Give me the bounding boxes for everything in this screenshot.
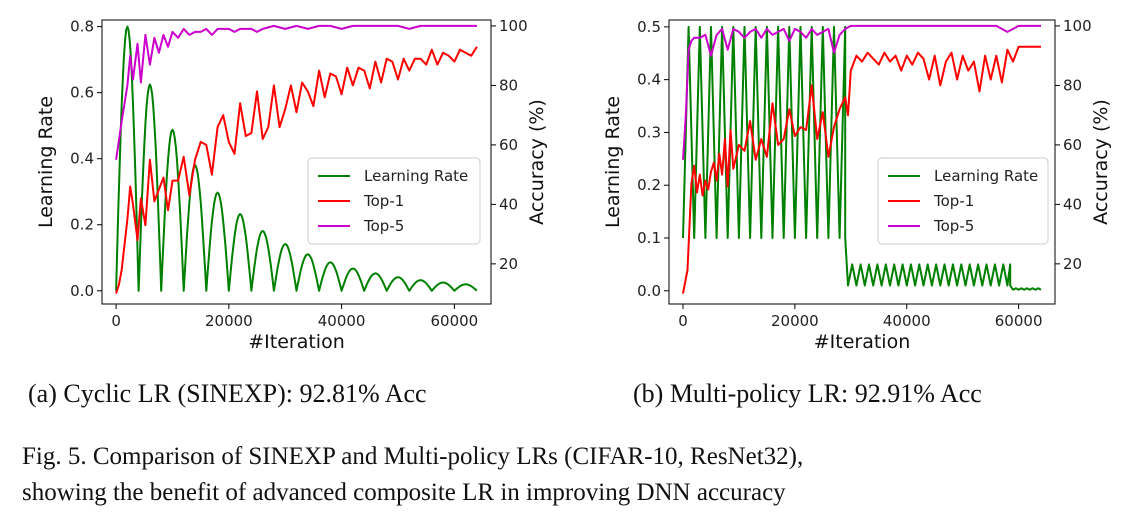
figure-caption-line-1: Fig. 5. Comparison of SINEXP and Multi-p… [22,443,804,470]
legend-label-top-5: Top-5 [363,217,404,235]
figure-canvas: 0 20000 40000 60000 0.0 0.2 0.4 0.6 0.8 20 40 60 80 1… [35,17,1112,353]
y-tick-label: 0.0 [70,282,94,300]
legend-label-top-1: Top-1 [363,192,404,210]
y2-tick-label: 20 [1063,255,1082,273]
legend-label-top-5: Top-5 [933,217,974,235]
series-line-learning-rate [115,25,478,292]
legend-label-learning-rate: Learning Rate [934,167,1038,185]
x-tick-label: 0 [678,312,688,330]
y-tick-label: 0.4 [70,150,94,168]
series-line-top-5 [682,24,1041,160]
x-tick-label: 60000 [995,312,1043,330]
chart-b: 0 20000 40000 60000 0.0 0.1 0.2 0.3 0.4 0.5 20 40 60… [602,17,1112,353]
y-tick-label: 0.5 [637,18,661,36]
y2-tick-label: 20 [499,255,518,273]
y-tick-label: 0.0 [637,282,661,300]
series-line-learning-rate [682,25,1042,291]
plot-frame [668,19,1056,305]
plot-area [115,24,478,294]
x-tick-label: 60000 [430,312,478,330]
y2-tick-label: 40 [1063,195,1082,213]
y-tick-label: 0.1 [637,229,661,247]
legend-label-top-1: Top-1 [933,192,974,210]
x-axis-label: #Iteration [814,331,911,353]
y2-tick-label: 80 [499,76,518,94]
y2-axis-label: Accuracy (%) [526,99,548,225]
y2-tick-label: 60 [499,136,518,154]
y2-tick-label: 80 [1063,76,1082,94]
subcaption-a: (a) Cyclic LR (SINEXP): 92.81% Acc [28,379,427,408]
x-tick-label: 0 [111,312,121,330]
y-tick-label: 0.6 [70,84,94,102]
x-tick-label: 20000 [205,312,253,330]
x-axis-label: #Iteration [248,331,345,353]
y2-axis-label: Accuracy (%) [1090,99,1112,225]
y-tick-label: 0.2 [70,216,94,234]
series-line-top-1 [682,45,1041,294]
legend-label-learning-rate: Learning Rate [364,167,468,185]
y2-tick-label: 100 [499,17,528,35]
y-tick-label: 0.8 [70,18,94,36]
x-tick-label: 20000 [771,312,819,330]
y-axis-label: Learning Rate [602,96,624,228]
plot-area [682,24,1042,294]
y2-tick-label: 40 [499,195,518,213]
figure-caption-line-2: showing the benefit of advanced composit… [22,479,786,506]
subcaption-b: (b) Multi-policy LR: 92.91% Acc [633,379,982,408]
y2-tick-label: 60 [1063,136,1082,154]
legend-box [307,157,481,245]
y2-tick-label: 100 [1063,17,1092,35]
x-tick-label: 40000 [318,312,366,330]
chart-a: 0 20000 40000 60000 0.0 0.2 0.4 0.6 0.8 20 40 60 80 1… [35,17,548,353]
series-line-top-1 [115,46,478,294]
plot-frame [101,19,492,305]
y-tick-label: 0.4 [637,71,661,89]
series-line-top-5 [115,24,477,160]
y-axis-label: Learning Rate [35,96,57,228]
legend-box [877,157,1049,245]
y-tick-label: 0.3 [637,123,661,141]
y-tick-label: 0.2 [637,176,661,194]
x-tick-label: 40000 [883,312,931,330]
